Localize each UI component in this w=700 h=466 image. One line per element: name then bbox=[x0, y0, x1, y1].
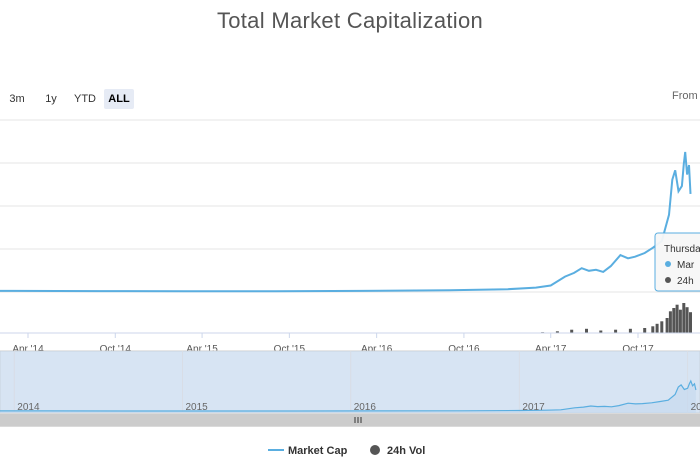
tooltip-marketcap-dot bbox=[665, 261, 671, 267]
volume-bar bbox=[682, 303, 686, 333]
chart-grid bbox=[0, 119, 700, 293]
date-from-label: From bbox=[672, 90, 698, 102]
x-tick-label: Apr '14 bbox=[12, 344, 44, 355]
volume-bar bbox=[643, 328, 647, 333]
volume-bar bbox=[585, 328, 588, 333]
x-tick-label: Oct '16 bbox=[448, 344, 480, 355]
legend-label-market-cap: Market Cap bbox=[288, 445, 348, 457]
x-axis-ticks: Apr '14 Oct '14 Apr '15 Oct '15 Apr '16 Oct '… bbox=[12, 333, 654, 355]
tooltip-volume-dot bbox=[665, 277, 671, 283]
navigator-selection bbox=[0, 351, 700, 413]
legend-item-24h-vol[interactable]: 24h Vol bbox=[370, 445, 425, 457]
volume-bar bbox=[599, 330, 603, 333]
volume-bar bbox=[685, 307, 689, 333]
x-tick-label: Apr '15 bbox=[186, 344, 218, 355]
volume-bars bbox=[541, 303, 692, 333]
volume-bar bbox=[628, 328, 632, 333]
legend-circle-icon bbox=[370, 445, 380, 455]
navigator-area bbox=[0, 381, 696, 413]
volume-bar bbox=[655, 323, 659, 333]
range-ytd-button[interactable]: YTD bbox=[74, 93, 96, 105]
volume-bar bbox=[570, 329, 574, 333]
navigator-year-label: 201 bbox=[691, 402, 700, 413]
tooltip-marketcap-text: Mar bbox=[677, 260, 695, 271]
volume-bar bbox=[668, 311, 672, 333]
range-3m-button[interactable]: 3m bbox=[9, 93, 25, 105]
tooltip: Thursday Mar 24h bbox=[654, 232, 700, 292]
navigator-year-label: 2017 bbox=[522, 402, 545, 413]
scrollbar-grip-icon[interactable] bbox=[354, 417, 362, 423]
volume-bar bbox=[675, 304, 679, 333]
volume-bar bbox=[689, 312, 692, 333]
volume-bar bbox=[660, 321, 664, 333]
range-all-button[interactable]: ALL bbox=[104, 89, 134, 109]
x-tick-label: Oct '15 bbox=[274, 344, 306, 355]
x-tick-label: Oct '17 bbox=[622, 344, 654, 355]
legend-item-market-cap[interactable]: Market Cap bbox=[268, 445, 348, 457]
navigator-labels: 2014 2015 2016 2017 201 bbox=[17, 402, 700, 413]
navigator-year-label: 2014 bbox=[17, 402, 40, 413]
x-tick-label: Apr '16 bbox=[361, 344, 393, 355]
tooltip-volume-text: 24h bbox=[677, 276, 694, 287]
navigator-year-label: 2015 bbox=[186, 402, 209, 413]
volume-bar bbox=[665, 318, 669, 333]
navigator[interactable]: 2014 2015 2016 2017 201 bbox=[0, 350, 700, 414]
scrollbar-thumb bbox=[0, 414, 700, 426]
x-tick-label: Oct '14 bbox=[100, 344, 132, 355]
range-1y-button[interactable]: 1y bbox=[45, 93, 57, 105]
volume-bar bbox=[672, 308, 676, 333]
volume-bar bbox=[651, 326, 655, 333]
navigator-year-label: 2016 bbox=[354, 402, 377, 413]
volume-bar bbox=[678, 309, 682, 333]
chart-title: Total Market Capitalization bbox=[216, 8, 484, 33]
tooltip-header: Thursday bbox=[664, 244, 700, 255]
volume-bar bbox=[614, 329, 618, 333]
x-tick-label: Apr '17 bbox=[535, 344, 567, 355]
tooltip-box bbox=[654, 232, 700, 292]
market-cap-line bbox=[0, 151, 692, 293]
scrollbar[interactable] bbox=[0, 413, 700, 427]
legend-label-24h-vol: 24h Vol bbox=[387, 445, 425, 457]
navigator-line bbox=[0, 379, 697, 412]
volume-bar bbox=[555, 331, 559, 333]
